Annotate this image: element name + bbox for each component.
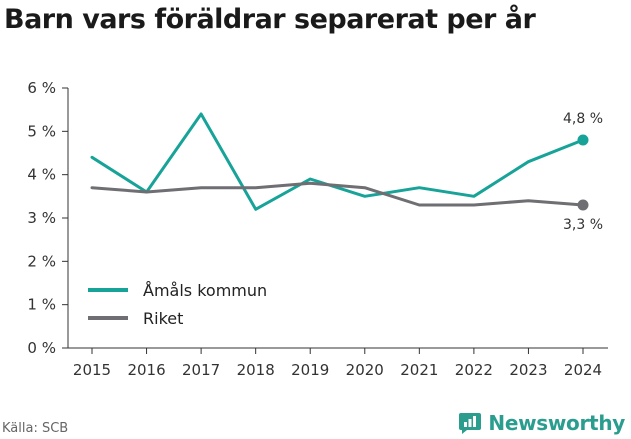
brand-name: Newsworthy [488,411,625,435]
y-tick-label: 6 % [27,79,56,97]
end-labels: 4,8 % 3,3 % [563,111,603,233]
series-end-point-1 [577,134,589,146]
series-lines [90,112,589,211]
y-tick-label: 0 % [27,339,56,357]
axes: 0 % 1 % 2 % 3 % 4 % 5 % 6 % 2015 2016 2017 2018 201… [27,79,608,379]
x-tick-label: 2015 [73,361,111,379]
x-tick-label: 2019 [291,361,329,379]
x-tick-label: 2024 [564,361,602,379]
newsworthy-logo-icon [459,413,482,434]
x-tick-label: 2021 [400,361,438,379]
x-tick-label: 2020 [346,361,384,379]
series-line-1 [90,112,585,211]
y-tick-label: 2 % [27,252,56,270]
y-tick-label: 4 % [27,166,56,184]
legend: Åmåls kommun Riket [88,281,267,328]
legend-label-1: Åmåls kommun [143,281,267,300]
legend-label-2: Riket [143,309,183,328]
source-note: Källa: SCB [2,421,69,436]
x-tick-label: 2016 [127,361,165,379]
series-end-label-2: 3,3 % [563,217,603,233]
series-end-point-2 [577,199,589,211]
x-tick-label: 2022 [455,361,493,379]
y-tick-label: 5 % [27,122,56,140]
x-tick-label: 2023 [509,361,547,379]
y-tick-label: 1 % [27,296,56,314]
brand-logo[interactable]: Newsworthy [458,411,625,435]
series-end-label-1: 4,8 % [563,111,603,127]
x-tick-label: 2017 [182,361,220,379]
chart-title: Barn vars föräldrar separerat per år [4,4,536,35]
series-line-2 [90,181,585,207]
y-tick-label: 3 % [27,209,56,227]
x-tick-label: 2018 [237,361,275,379]
